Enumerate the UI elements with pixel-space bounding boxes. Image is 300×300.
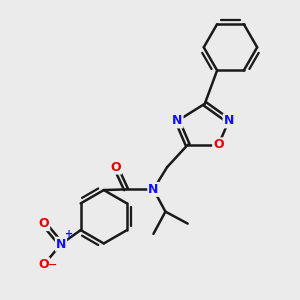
Text: O: O <box>39 217 49 230</box>
Text: −: − <box>48 260 58 269</box>
Text: N: N <box>172 114 183 128</box>
Text: N: N <box>148 183 159 196</box>
Text: O: O <box>110 160 121 174</box>
Text: +: + <box>65 229 74 238</box>
Text: N: N <box>56 238 66 251</box>
Text: O: O <box>213 138 224 152</box>
Text: O: O <box>39 258 49 271</box>
Text: N: N <box>224 114 234 128</box>
